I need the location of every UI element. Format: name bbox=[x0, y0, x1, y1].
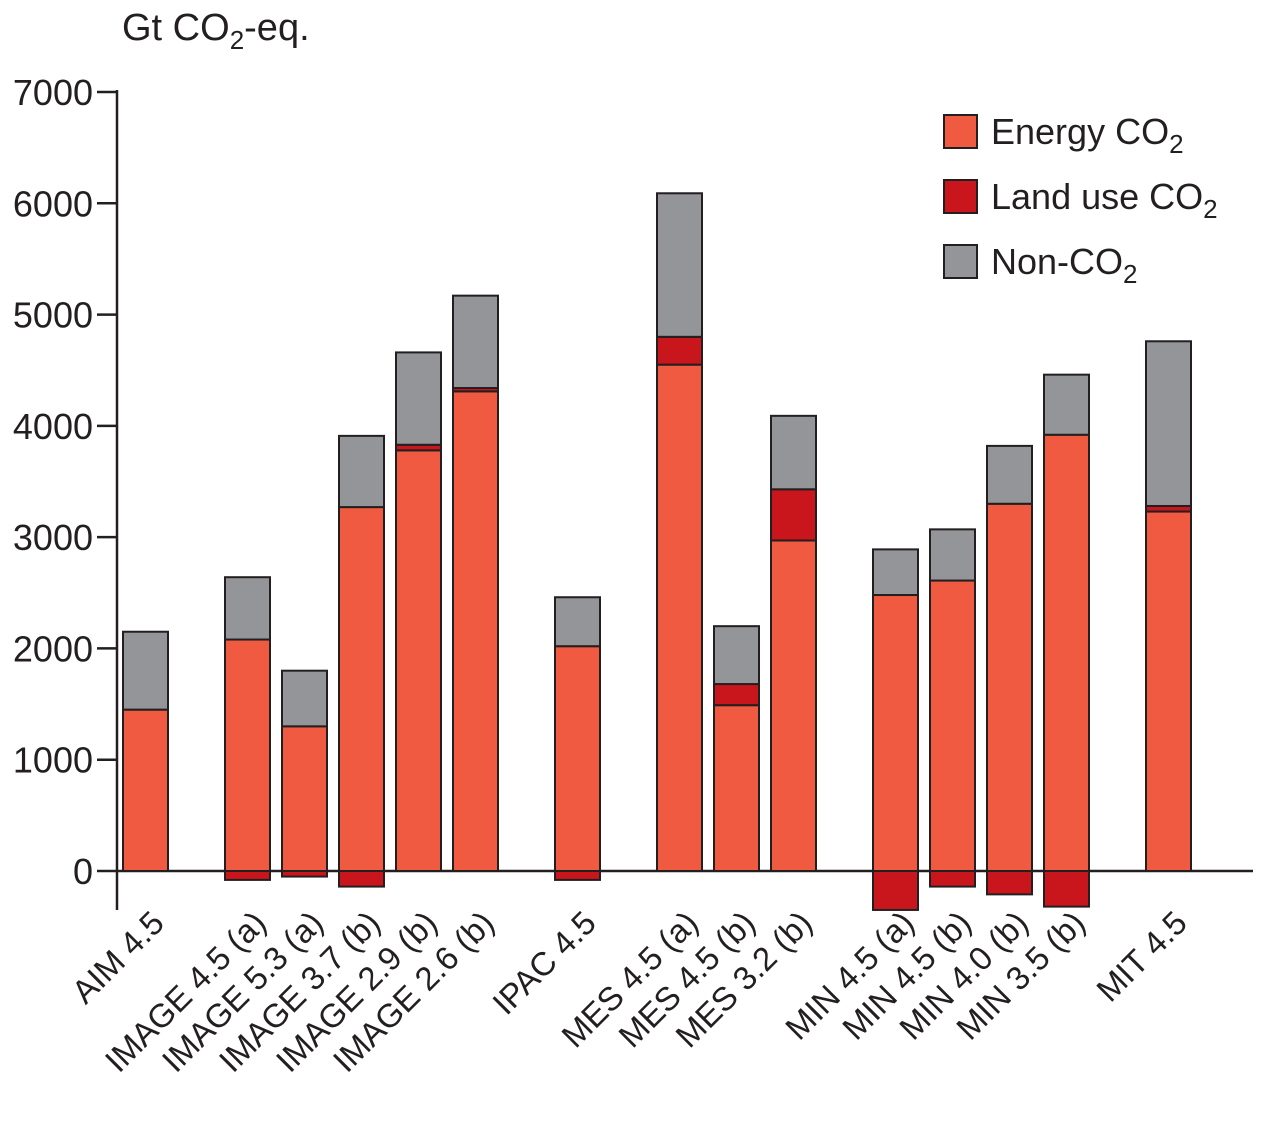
bar-segment-energy-co2 bbox=[281, 725, 328, 872]
bar-segment-land-use-co2 bbox=[656, 335, 703, 366]
bar-segment-land-use-co2 bbox=[1043, 870, 1090, 908]
bar-segment-non-co2 bbox=[395, 351, 442, 446]
bar-segment-energy-co2 bbox=[770, 539, 817, 873]
y-tick-label: 6000 bbox=[13, 183, 93, 224]
bar-segment-energy-co2 bbox=[986, 502, 1033, 872]
bar-segment-non-co2 bbox=[713, 625, 760, 686]
bars bbox=[122, 192, 1192, 911]
bar-segment-energy-co2 bbox=[872, 594, 919, 872]
bar-image-5-3-a bbox=[281, 669, 328, 878]
y-tick-label: 0 bbox=[73, 851, 93, 892]
legend-swatch bbox=[943, 244, 978, 279]
bar-segment-non-co2 bbox=[281, 669, 328, 728]
bar-segment-non-co2 bbox=[452, 294, 499, 390]
bar-segment-non-co2 bbox=[1145, 340, 1192, 507]
y-axis-label-main: Gt CO bbox=[122, 7, 230, 49]
bar-segment-energy-co2 bbox=[1043, 433, 1090, 872]
bar-segment-land-use-co2 bbox=[224, 870, 271, 881]
y-axis-label: Gt CO2-eq. bbox=[122, 7, 310, 55]
bar-mes-4-5-b bbox=[713, 625, 760, 872]
bar-segment-energy-co2 bbox=[452, 390, 499, 872]
y-tick-label: 3000 bbox=[13, 517, 93, 558]
bar-segment-land-use-co2 bbox=[929, 870, 976, 888]
y-tick-label: 5000 bbox=[13, 295, 93, 336]
y-axis-label-tail: -eq. bbox=[244, 7, 309, 49]
bar-segment-non-co2 bbox=[338, 434, 385, 509]
legend-swatch bbox=[943, 179, 978, 214]
bar-segment-energy-co2 bbox=[338, 506, 385, 872]
y-tick-label: 4000 bbox=[13, 406, 93, 447]
bar-segment-energy-co2 bbox=[1145, 510, 1192, 872]
bar-image-4-5-a bbox=[224, 576, 271, 881]
bar-segment-land-use-co2 bbox=[713, 683, 760, 707]
bar-mit-4-5 bbox=[1145, 340, 1192, 872]
legend-label: Non-CO2 bbox=[991, 241, 1138, 289]
bar-segment-non-co2 bbox=[872, 548, 919, 597]
bar-mes-4-5-a bbox=[656, 192, 703, 872]
bar-min-4-5-a bbox=[872, 548, 919, 911]
legend-label-subscript: 2 bbox=[1123, 259, 1137, 289]
bar-min-3-5-b bbox=[1043, 373, 1090, 908]
bar-aim-4-5 bbox=[122, 630, 169, 873]
bar-segment-energy-co2 bbox=[554, 645, 601, 873]
legend-label-text: Land use CO bbox=[991, 176, 1203, 217]
bar-image-2-6-b bbox=[452, 294, 499, 872]
legend-item-non-co2: Non-CO2 bbox=[943, 241, 1138, 289]
bar-segment-non-co2 bbox=[554, 596, 601, 648]
bar-segment-energy-co2 bbox=[122, 708, 169, 873]
y-tick-label: 7000 bbox=[13, 72, 93, 113]
bar-min-4-5-b bbox=[929, 528, 976, 888]
legend-item-energy-co2: Energy CO2 bbox=[943, 111, 1184, 159]
y-tick-label: 1000 bbox=[13, 740, 93, 781]
bar-segment-non-co2 bbox=[986, 444, 1033, 505]
bar-image-2-9-b bbox=[395, 351, 442, 872]
legend-label: Energy CO2 bbox=[991, 111, 1184, 159]
bar-segment-energy-co2 bbox=[929, 579, 976, 873]
bar-segment-land-use-co2 bbox=[986, 870, 1033, 896]
category-label: MIT 4.5 bbox=[1089, 904, 1194, 1009]
legend-label-text: Non-CO bbox=[991, 241, 1123, 282]
bar-segment-energy-co2 bbox=[713, 704, 760, 872]
bar-segment-non-co2 bbox=[1043, 373, 1090, 436]
bar-segment-non-co2 bbox=[224, 576, 271, 641]
bar-ipac-4-5 bbox=[554, 596, 601, 881]
legend-label: Land use CO2 bbox=[991, 176, 1218, 224]
bar-segment-land-use-co2 bbox=[872, 870, 919, 911]
bar-image-3-7-b bbox=[338, 434, 385, 888]
bar-segment-land-use-co2 bbox=[770, 488, 817, 542]
bar-mes-3-2-b bbox=[770, 414, 817, 873]
y-tick-label: 2000 bbox=[13, 628, 93, 669]
bar-segment-energy-co2 bbox=[656, 363, 703, 872]
legend-label-text: Energy CO bbox=[991, 111, 1169, 152]
bar-segment-energy-co2 bbox=[224, 638, 271, 872]
bar-segment-land-use-co2 bbox=[554, 870, 601, 881]
bar-segment-energy-co2 bbox=[395, 449, 442, 872]
bar-segment-non-co2 bbox=[656, 192, 703, 338]
legend-label-subscript: 2 bbox=[1203, 194, 1217, 224]
bar-segment-non-co2 bbox=[122, 630, 169, 711]
y-axis-label-subscript: 2 bbox=[230, 25, 244, 55]
legend-label-subscript: 2 bbox=[1169, 129, 1183, 159]
legend-swatch bbox=[943, 114, 978, 149]
bar-segment-non-co2 bbox=[770, 414, 817, 491]
bar-segment-non-co2 bbox=[929, 528, 976, 582]
bar-segment-land-use-co2 bbox=[338, 870, 385, 888]
bar-min-4-0-b bbox=[986, 444, 1033, 896]
axes: 0 1000 2000 3000 4000 5000 6000 7000 bbox=[13, 72, 1253, 910]
legend-item-land-use-co2: Land use CO2 bbox=[943, 176, 1218, 224]
